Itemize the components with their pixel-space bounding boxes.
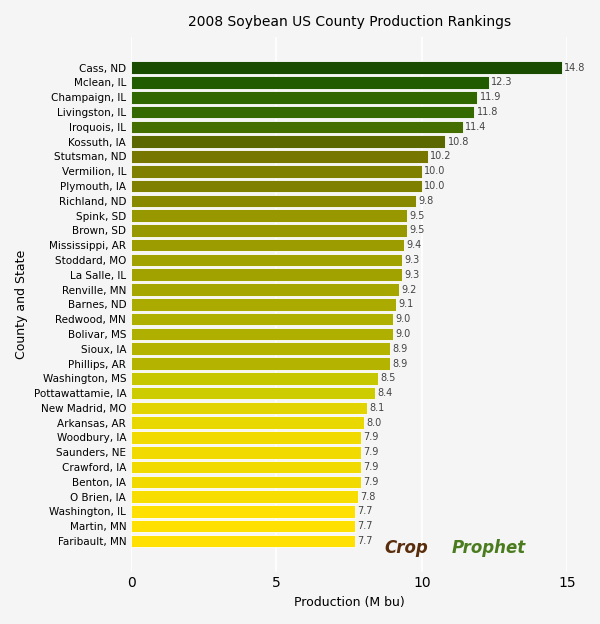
Text: 9.1: 9.1 xyxy=(398,300,413,310)
Text: 7.9: 7.9 xyxy=(363,447,379,457)
Text: 9.4: 9.4 xyxy=(407,240,422,250)
Bar xyxy=(131,283,398,296)
Bar xyxy=(131,387,376,399)
Bar xyxy=(131,505,355,518)
Text: 9.3: 9.3 xyxy=(404,270,419,280)
Text: 7.9: 7.9 xyxy=(363,477,379,487)
Text: 9.8: 9.8 xyxy=(418,196,434,206)
Text: 14.8: 14.8 xyxy=(564,62,585,72)
Bar xyxy=(131,416,364,429)
Bar xyxy=(131,490,358,503)
Text: 9.5: 9.5 xyxy=(410,211,425,221)
Text: 10.2: 10.2 xyxy=(430,152,452,162)
Bar xyxy=(131,431,361,444)
Bar xyxy=(131,461,361,474)
Bar xyxy=(131,106,474,119)
Bar xyxy=(131,475,361,488)
Text: 8.4: 8.4 xyxy=(377,388,393,398)
Text: 8.9: 8.9 xyxy=(392,359,407,369)
Text: 10.0: 10.0 xyxy=(424,166,446,176)
Text: 7.7: 7.7 xyxy=(358,507,373,517)
Text: 7.9: 7.9 xyxy=(363,432,379,442)
Text: 10.0: 10.0 xyxy=(424,181,446,191)
Bar xyxy=(131,357,390,370)
Bar xyxy=(131,298,396,311)
Bar xyxy=(131,372,378,384)
Bar xyxy=(131,120,463,133)
Bar xyxy=(131,446,361,459)
Text: 11.4: 11.4 xyxy=(465,122,487,132)
Text: 8.0: 8.0 xyxy=(366,417,382,427)
Bar xyxy=(131,165,422,177)
Bar xyxy=(131,195,416,207)
Bar xyxy=(131,328,393,340)
Bar xyxy=(131,180,422,192)
Bar xyxy=(131,313,393,326)
Text: 10.8: 10.8 xyxy=(448,137,469,147)
Bar xyxy=(131,209,407,222)
Text: 8.1: 8.1 xyxy=(369,403,384,413)
Text: 9.3: 9.3 xyxy=(404,255,419,265)
Bar xyxy=(131,343,390,355)
Text: 9.0: 9.0 xyxy=(395,329,410,339)
Text: 7.7: 7.7 xyxy=(358,536,373,546)
X-axis label: Production (M bu): Production (M bu) xyxy=(294,596,404,609)
Text: 9.5: 9.5 xyxy=(410,225,425,235)
Text: 11.9: 11.9 xyxy=(479,92,501,102)
Title: 2008 Soybean US County Production Rankings: 2008 Soybean US County Production Rankin… xyxy=(188,15,511,29)
Text: 8.9: 8.9 xyxy=(392,344,407,354)
Text: 7.8: 7.8 xyxy=(360,492,376,502)
Text: 11.8: 11.8 xyxy=(476,107,498,117)
Bar xyxy=(131,224,407,236)
Text: Crop: Crop xyxy=(384,539,428,557)
Bar xyxy=(131,239,404,251)
Bar xyxy=(131,402,367,414)
Text: 9.2: 9.2 xyxy=(401,285,416,295)
Bar xyxy=(131,535,355,547)
Bar xyxy=(131,91,477,104)
Text: 12.3: 12.3 xyxy=(491,77,512,87)
Bar xyxy=(131,268,401,281)
Bar xyxy=(131,135,445,148)
Bar xyxy=(131,76,489,89)
Y-axis label: County and State: County and State xyxy=(15,250,28,359)
Text: 9.0: 9.0 xyxy=(395,314,410,324)
Text: 7.9: 7.9 xyxy=(363,462,379,472)
Bar xyxy=(131,520,355,532)
Text: Prophet: Prophet xyxy=(452,539,526,557)
Bar xyxy=(131,150,428,163)
Bar xyxy=(131,61,562,74)
Text: 7.7: 7.7 xyxy=(358,521,373,531)
Text: 8.5: 8.5 xyxy=(380,373,396,383)
Bar xyxy=(131,254,401,266)
